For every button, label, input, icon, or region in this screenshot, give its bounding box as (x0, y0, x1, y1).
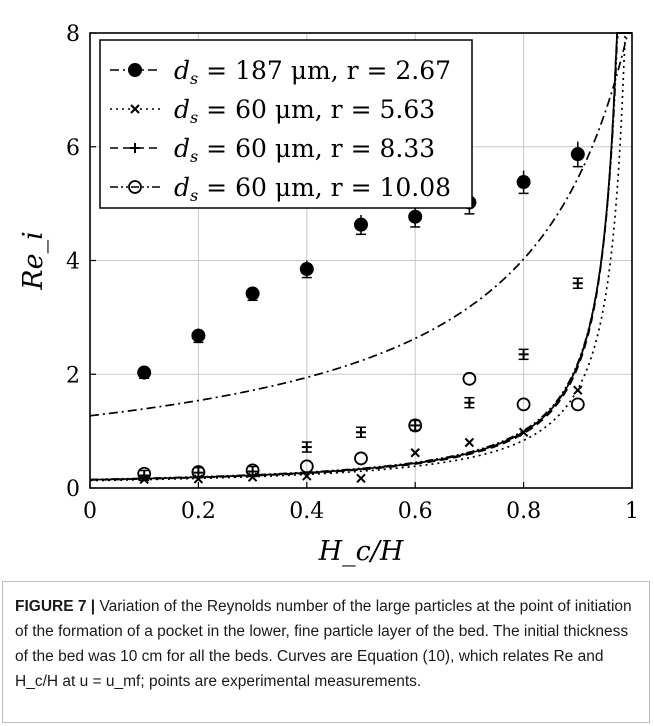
point-plus (247, 466, 258, 477)
plot-frame (89, 32, 633, 489)
y-axis-label: Re_i (18, 231, 49, 290)
point-filled-circle (516, 175, 531, 190)
curve-dashed (89, 32, 632, 481)
point-x (410, 448, 420, 458)
x-stroke (518, 427, 529, 437)
point-open-circle (137, 466, 152, 481)
x-stroke (464, 437, 475, 448)
x-stroke (410, 448, 420, 458)
point-filled-circle (191, 328, 206, 343)
x-tick-label: 1 (625, 499, 639, 524)
figure-caption: FIGURE 7 | Variation of the Reynolds num… (2, 581, 650, 723)
point-open-circle (570, 397, 585, 412)
point-filled-circle (408, 209, 423, 224)
point-plus (410, 420, 421, 431)
point-plus (572, 278, 583, 289)
legend-label: ds = 60 μm, r = 5.63 (174, 95, 435, 127)
point-open-circle (128, 180, 142, 194)
point-open-circle (245, 463, 260, 478)
point-open-circle (408, 418, 423, 433)
x-stroke (356, 473, 366, 484)
legend-box (99, 39, 473, 209)
legend-label: ds = 60 μm, r = 8.33 (174, 134, 435, 166)
x-stroke (130, 104, 140, 114)
point-x (356, 473, 366, 484)
x-tick-label: 0.4 (289, 499, 324, 524)
caption-text: Variation of the Reynolds number of the … (15, 598, 632, 690)
x-tick-label: 0 (83, 499, 97, 524)
point-plus (464, 397, 475, 408)
x-stroke (573, 385, 583, 395)
point-filled-circle (299, 262, 314, 277)
point-x (130, 104, 140, 114)
point-x (518, 427, 529, 437)
legend-label: ds = 60 μm, r = 10.08 (174, 173, 451, 205)
y-tick-label: 2 (66, 363, 80, 388)
point-open-circle (516, 397, 531, 412)
point-plus (301, 442, 312, 453)
caption-label: FIGURE 7 | (15, 598, 96, 615)
curve-solid (89, 32, 632, 481)
curve-dotted (89, 32, 632, 482)
point-plus (193, 467, 204, 478)
y-tick-label: 8 (66, 22, 80, 47)
point-open-circle (191, 465, 206, 479)
legend: ds = 187 μm, r = 2.67 ds = 60 μm, r = 5.6… (99, 39, 473, 209)
model-curves (89, 32, 632, 482)
point-filled-circle (128, 63, 142, 77)
point-open-circle (354, 451, 368, 466)
y-tick-label: 4 (66, 250, 80, 275)
x-tick-label: 0.2 (181, 499, 216, 524)
x-axis-label: H_c/H (318, 536, 404, 567)
point-x (573, 385, 583, 395)
point-plus (139, 470, 150, 481)
data-points (137, 141, 585, 485)
y-tick-label: 6 (66, 136, 80, 161)
point-x (464, 437, 475, 448)
chart: 0 0.2 0.4 0.6 0.8 1 0 2 4 6 8 ds = 187 μm, r = 2.6… (18, 22, 639, 567)
point-plus (130, 143, 140, 153)
x-tick-label: 0.6 (398, 499, 433, 524)
x-tick-label: 0.8 (506, 499, 541, 524)
point-filled-circle (137, 365, 152, 380)
point-open-circle (462, 371, 477, 386)
point-plus (518, 349, 529, 360)
point-x (302, 471, 312, 481)
y-tick-label: 0 (66, 477, 80, 502)
point-open-circle (299, 459, 314, 474)
legend-label: ds = 187 μm, r = 2.67 (174, 56, 451, 88)
tick-labels: 0 0.2 0.4 0.6 0.8 1 0 2 4 6 8 (66, 22, 639, 524)
point-filled-circle (245, 286, 260, 301)
point-plus (356, 427, 366, 438)
point-filled-circle (570, 147, 585, 162)
x-stroke (302, 471, 312, 481)
point-filled-circle (354, 217, 368, 232)
curve-dash-dot (89, 32, 632, 417)
